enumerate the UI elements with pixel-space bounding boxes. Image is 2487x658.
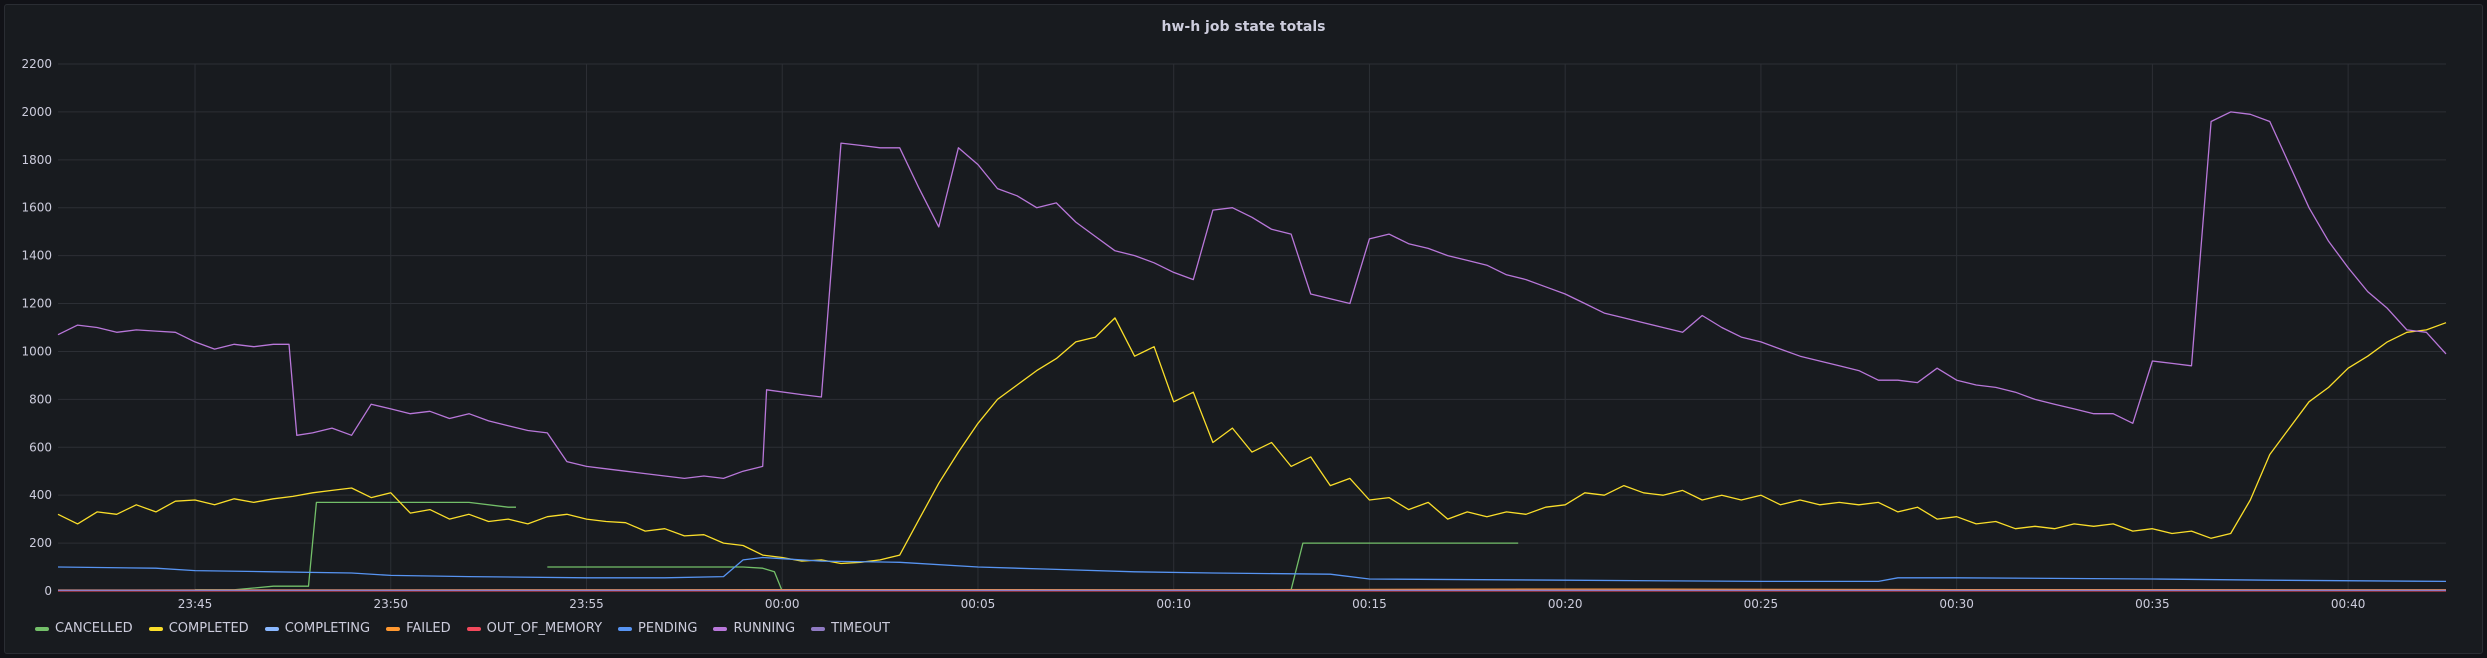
y-tick-label: 1400 (21, 249, 52, 263)
y-tick-label: 1000 (21, 344, 52, 358)
x-tick-label: 00:15 (1352, 597, 1387, 611)
series-lines (57, 111, 2447, 592)
y-tick-label: 400 (29, 488, 52, 502)
chart-title: hw-h job state totals (1161, 19, 1326, 35)
legend-item-pending[interactable]: PENDING (618, 621, 697, 636)
legend-swatch (811, 626, 826, 631)
grid (58, 63, 2446, 592)
x-tick-label: 00:30 (1939, 597, 1974, 611)
legend-swatch (713, 626, 728, 631)
legend-item-completing[interactable]: COMPLETING (264, 621, 371, 636)
legend-item-out-of-memory[interactable]: OUT_OF_MEMORY (466, 621, 603, 636)
x-tick-label: 00:20 (1548, 597, 1583, 611)
legend-label: FAILED (406, 621, 451, 636)
legend-item-running[interactable]: RUNNING (713, 621, 795, 636)
series-line-completed (57, 317, 2447, 565)
legend-swatch (466, 626, 481, 631)
legend-swatch (148, 626, 163, 631)
y-tick-label: 1600 (21, 201, 52, 215)
y-tick-label: 200 (29, 536, 52, 550)
legend: CANCELLED COMPLETED COMPLETING FAILED OUT_OF… (35, 621, 890, 636)
x-tick-label: 00:35 (2135, 597, 2170, 611)
legend-label: COMPLETING (284, 621, 371, 636)
line-chart: 0 200 400 600 800 1000 1200 1400 1600 1800 2000 220… (21, 57, 2447, 611)
legend-swatch (618, 626, 633, 631)
y-tick-label: 0 (44, 584, 52, 598)
y-tick-label: 2000 (21, 105, 52, 119)
legend-swatch (35, 626, 49, 631)
legend-label: RUNNING (733, 621, 796, 636)
x-tick-label: 00:10 (1156, 597, 1191, 611)
y-tick-label: 600 (29, 440, 52, 454)
legend-label: TIMEOUT (831, 621, 890, 636)
chart-panel: hw-h job state totals 0 200 400 600 800 1000 1… (4, 4, 2483, 654)
legend-label: CANCELLED (55, 621, 133, 636)
x-tick-label: 00:40 (2331, 597, 2366, 611)
legend-label: OUT_OF_MEMORY (486, 621, 603, 636)
legend-item-completed[interactable]: COMPLETED (148, 621, 249, 636)
x-tick-label: 23:55 (569, 597, 604, 611)
legend-swatch (264, 626, 279, 631)
x-tick-label: 00:25 (1744, 597, 1779, 611)
x-axis: 23:45 23:50 23:55 00:00 00:05 00:10 00:15 00:20… (178, 597, 2366, 611)
x-tick-label: 00:05 (961, 597, 996, 611)
x-tick-label: 23:45 (178, 597, 213, 611)
x-tick-label: 00:00 (765, 597, 800, 611)
legend-label: PENDING (638, 621, 698, 636)
y-tick-label: 800 (29, 392, 52, 406)
legend-item-timeout[interactable]: TIMEOUT (811, 621, 890, 636)
series-line-running (57, 111, 2447, 480)
legend-item-failed[interactable]: FAILED (386, 621, 451, 636)
legend-label: COMPLETED (168, 621, 249, 636)
legend-swatch (386, 626, 401, 631)
y-axis: 0 200 400 600 800 1000 1200 1400 1600 1800 2000 220… (21, 57, 52, 598)
y-tick-label: 1200 (21, 297, 52, 311)
y-tick-label: 2200 (21, 57, 52, 71)
series-line-cancelled (195, 501, 1519, 592)
y-tick-label: 1800 (21, 153, 52, 167)
x-tick-label: 23:50 (373, 597, 408, 611)
legend-item-cancelled[interactable]: CANCELLED (35, 621, 133, 636)
series-line-pending (57, 556, 2447, 583)
